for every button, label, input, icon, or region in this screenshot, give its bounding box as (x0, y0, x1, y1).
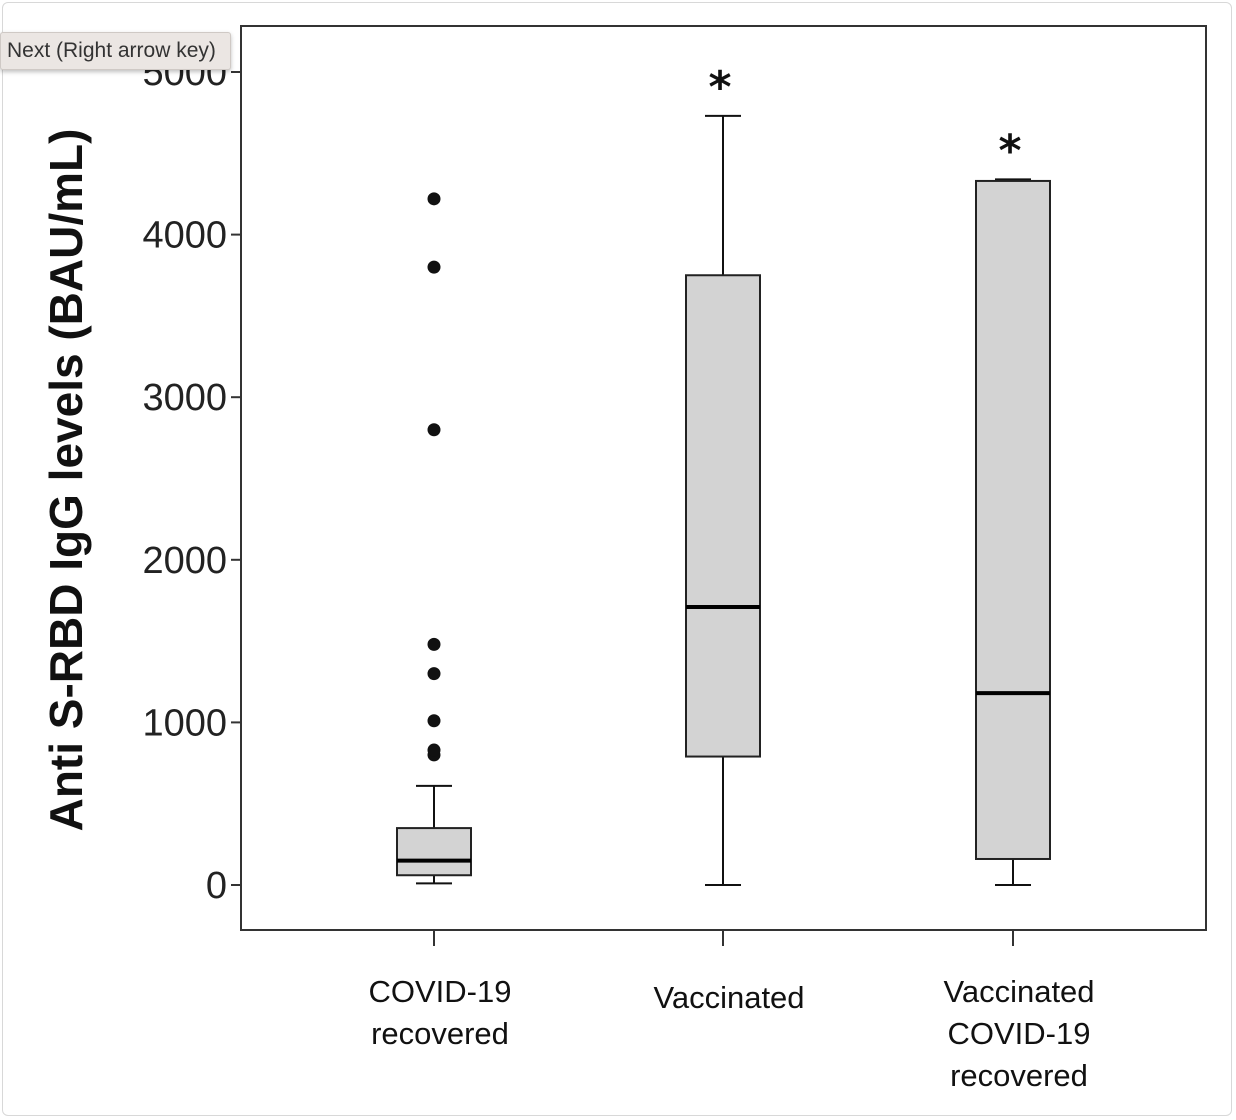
boxplot-chart: 010002000300040005000Anti S-RBD IgG leve… (0, 0, 1236, 1120)
outlier-point (428, 744, 441, 757)
category-label-line: COVID-19 (369, 974, 512, 1009)
outlier-point (428, 192, 441, 205)
iqr-box (976, 181, 1050, 859)
significance-star: * (998, 125, 1021, 176)
category-label-line: Vaccinated (943, 974, 1094, 1009)
box-group-3: * (976, 125, 1050, 885)
box-group-2: * (686, 62, 760, 885)
y-tick-label-2000: 2000 (142, 540, 227, 582)
box-group-1 (397, 192, 471, 883)
outlier-point (428, 261, 441, 274)
outlier-point (428, 714, 441, 727)
category-label-line: recovered (371, 1016, 509, 1051)
y-axis-label: Anti S-RBD IgG levels (BAU/mL) (40, 129, 92, 832)
y-tick-label-3000: 3000 (142, 377, 227, 419)
iqr-box (686, 275, 760, 756)
next-tooltip: Next (Right arrow key) (0, 32, 231, 70)
category-label-line: COVID-19 (948, 1016, 1091, 1051)
significance-star: * (708, 62, 731, 113)
y-tick-label-4000: 4000 (142, 215, 227, 257)
y-tick-label-0: 0 (206, 865, 227, 907)
y-tick-label-1000: 1000 (142, 702, 227, 744)
category-label-line: Vaccinated (653, 980, 804, 1015)
iqr-box (397, 828, 471, 875)
outlier-point (428, 423, 441, 436)
outlier-point (428, 667, 441, 680)
outlier-point (428, 638, 441, 651)
category-label-line: recovered (950, 1058, 1088, 1093)
